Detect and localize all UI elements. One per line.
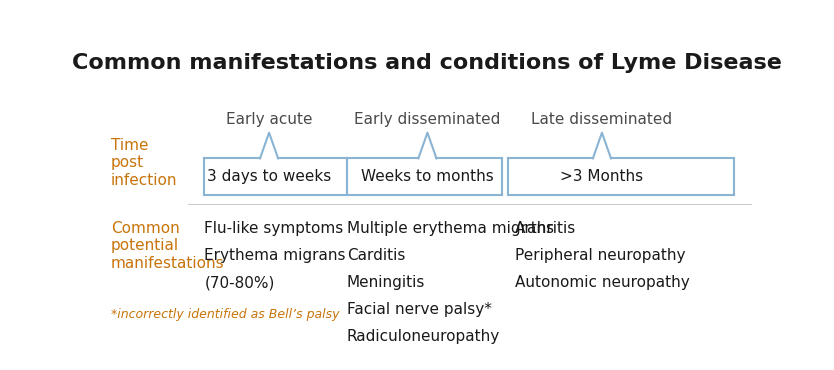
Text: Common manifestations and conditions of Lyme Disease: Common manifestations and conditions of … [73,53,782,73]
Text: Late disseminated: Late disseminated [531,112,672,127]
Text: Peripheral neuropathy: Peripheral neuropathy [515,248,686,263]
Text: Erythema migrans: Erythema migrans [204,248,346,263]
Text: (70-80%): (70-80%) [204,275,275,290]
Text: Time
post
infection: Time post infection [111,138,177,188]
Text: Autonomic neuropathy: Autonomic neuropathy [515,275,690,290]
Text: Radiculoneuropathy: Radiculoneuropathy [347,329,500,344]
Text: >3 Months: >3 Months [560,169,644,184]
Text: Flu-like symptoms: Flu-like symptoms [204,221,344,236]
Text: Early disseminated: Early disseminated [354,112,500,127]
Text: Common
potential
manifestations: Common potential manifestations [111,221,224,271]
Text: Weeks to months: Weeks to months [361,169,494,184]
Text: Arthritis: Arthritis [515,221,576,236]
Text: Meningitis: Meningitis [347,275,425,290]
Text: Early acute: Early acute [226,112,312,127]
Text: Multiple erythema migrans: Multiple erythema migrans [347,221,554,236]
Text: Carditis: Carditis [347,248,405,263]
Text: 3 days to weeks: 3 days to weeks [207,169,331,184]
Text: *incorrectly identified as Bell’s palsy: *incorrectly identified as Bell’s palsy [111,308,339,321]
Text: Facial nerve palsy*: Facial nerve palsy* [347,302,491,317]
